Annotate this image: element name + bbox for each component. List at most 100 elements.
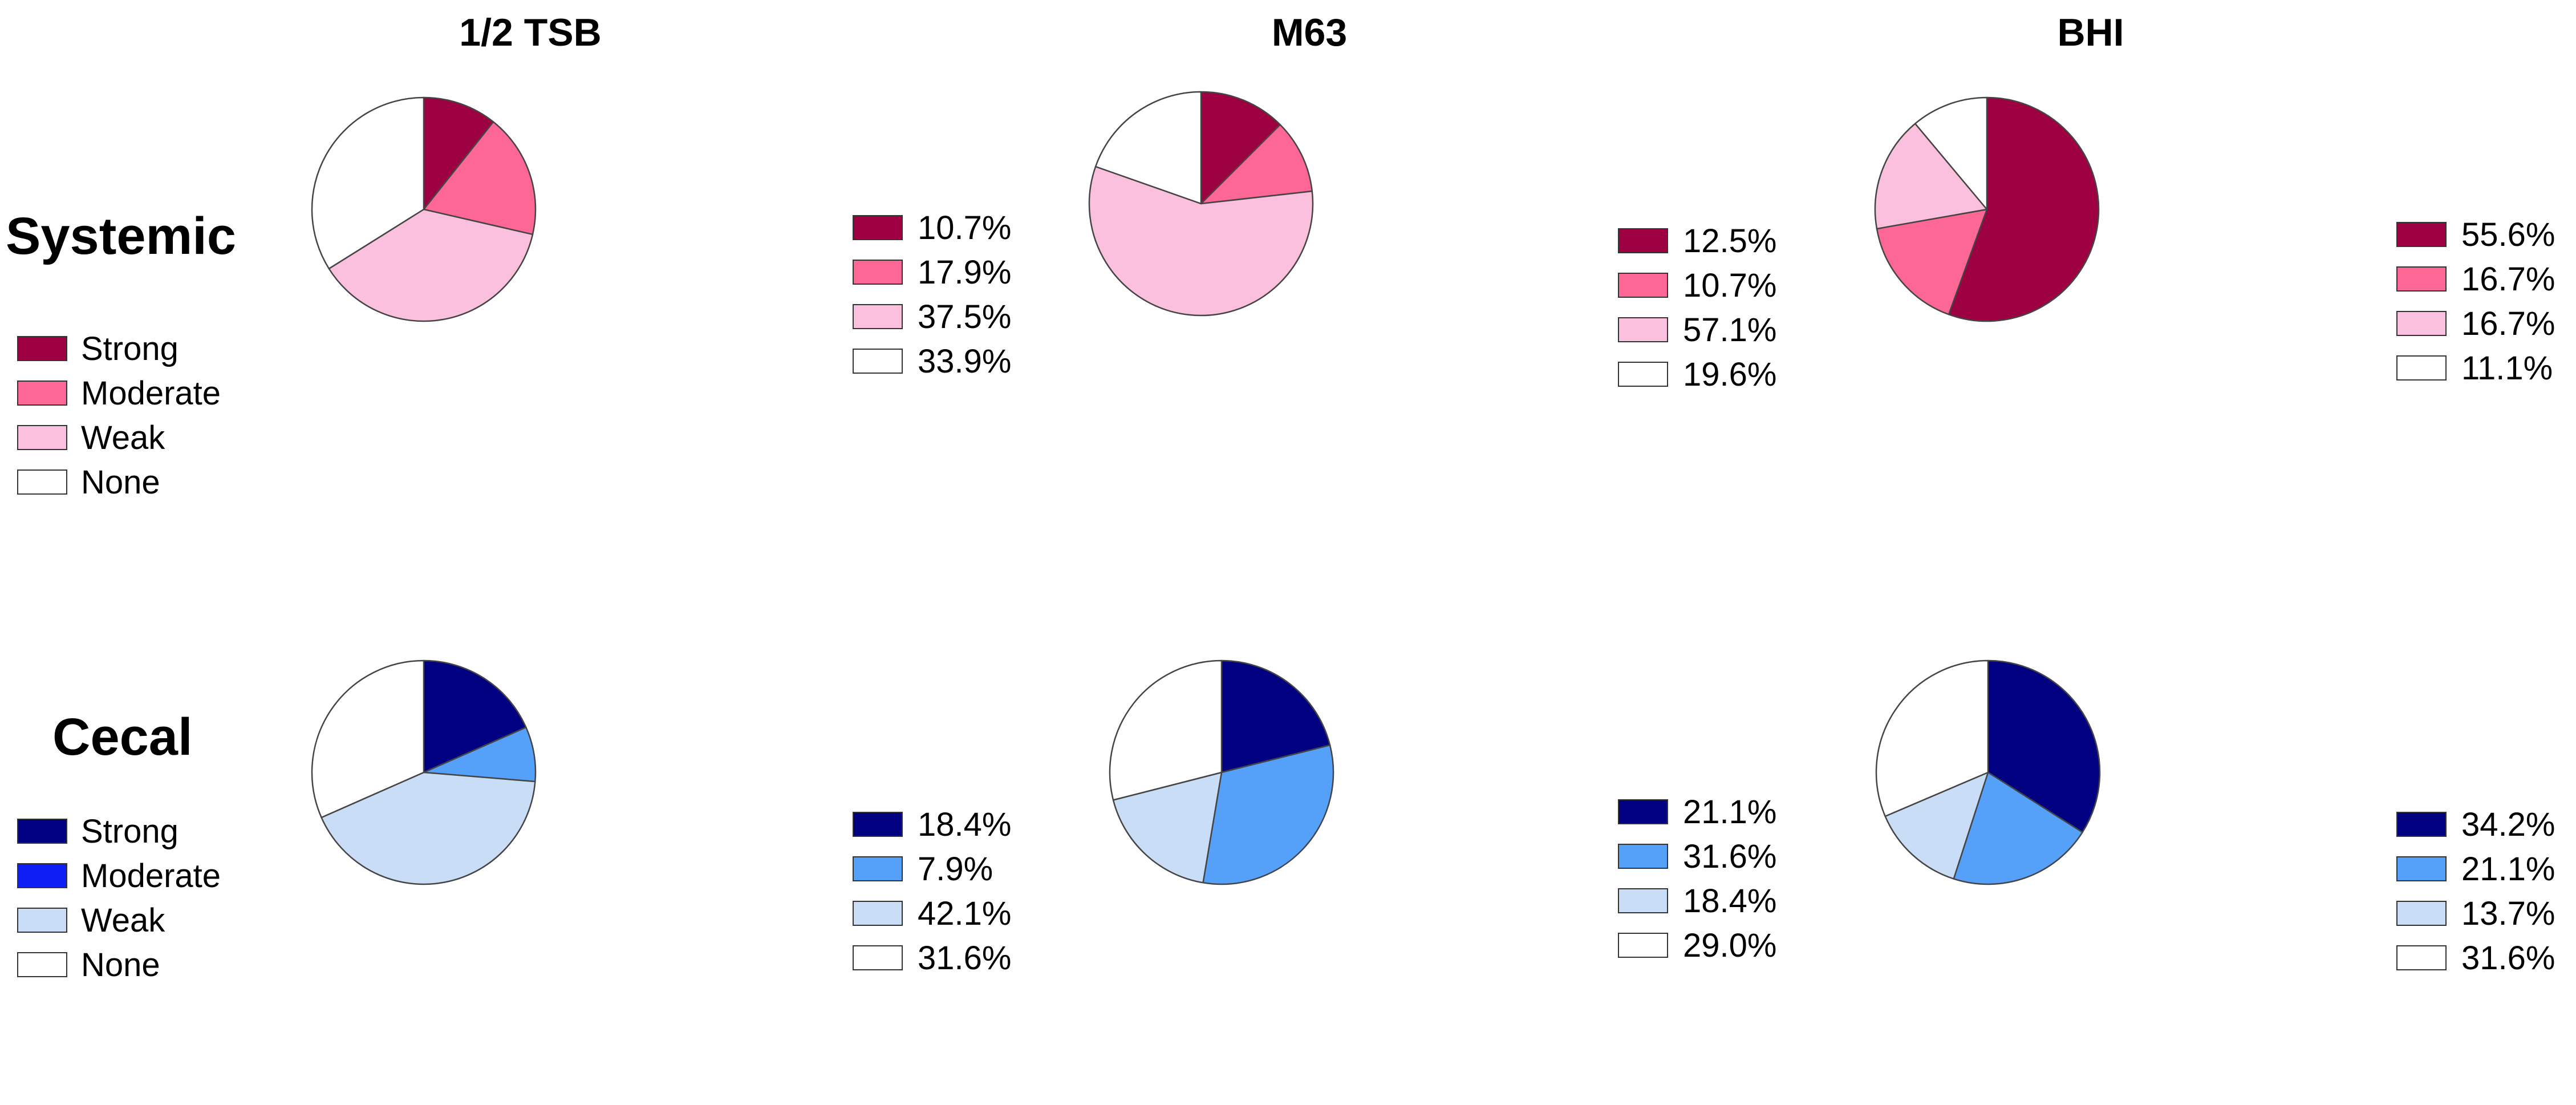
pct-legend-systemic-bhi: 55.6% 16.7% 16.7% 11.1% bbox=[2396, 212, 2555, 390]
systemic-m63-swatch-none bbox=[1618, 362, 1668, 387]
cecal-1-2-tsb-legend-strong: 18.4% bbox=[853, 802, 1011, 847]
cecal-key-swatch-strong bbox=[17, 819, 67, 844]
systemic-bhi-swatch-weak bbox=[2396, 311, 2447, 336]
cecal-m63-slice-none bbox=[1109, 659, 1223, 801]
cecal-m63-legend-strong: 21.1% bbox=[1618, 790, 1776, 834]
cecal-key-label-weak: Weak bbox=[81, 901, 165, 939]
systemic-key-none: None bbox=[17, 460, 221, 504]
cecal-1-2-tsb-data-label-weak: 42.1% bbox=[918, 894, 1012, 932]
cecal-m63-swatch-moderate bbox=[1618, 844, 1668, 869]
cecal-m63-swatch-weak bbox=[1618, 888, 1668, 913]
systemic-bhi-legend-weak: 16.7% bbox=[2396, 301, 2555, 346]
systemic-key-swatch-weak bbox=[17, 425, 67, 450]
systemic-bhi-slice-strong bbox=[1948, 96, 2100, 322]
cecal-bhi-slice-moderate bbox=[1953, 771, 2083, 885]
pie-cecal-m63 bbox=[1109, 659, 1334, 885]
cecal-key-swatch-none bbox=[17, 952, 67, 977]
row-title-cecal: Cecal bbox=[52, 708, 193, 766]
cecal-key-weak: Weak bbox=[17, 898, 221, 942]
column-title-bhi: BHI bbox=[2057, 11, 2124, 54]
cecal-key-label-moderate: Moderate bbox=[81, 857, 221, 894]
cecal-key-swatch-weak bbox=[17, 908, 67, 933]
systemic-1-2-tsb-swatch-weak bbox=[853, 304, 903, 329]
systemic-m63-slice-moderate bbox=[1200, 124, 1313, 205]
cecal-m63-data-label-moderate: 31.6% bbox=[1683, 837, 1777, 875]
systemic-bhi-swatch-moderate bbox=[2396, 266, 2447, 292]
systemic-key-legend: Strong Moderate Weak None bbox=[17, 326, 221, 504]
cecal-bhi-legend-none: 31.6% bbox=[2396, 936, 2555, 980]
systemic-1-2-tsb-swatch-strong bbox=[853, 215, 903, 240]
column-title-tsb: 1/2 TSB bbox=[459, 11, 602, 54]
cecal-m63-legend-none: 29.0% bbox=[1618, 923, 1776, 968]
systemic-key-strong: Strong bbox=[17, 326, 221, 371]
pct-legend-systemic-tsb: 10.7% 17.9% 37.5% 33.9% bbox=[853, 205, 1011, 383]
systemic-m63-swatch-weak bbox=[1618, 317, 1668, 342]
cecal-key-label-strong: Strong bbox=[81, 812, 179, 850]
pie-systemic-m63 bbox=[1088, 91, 1314, 317]
systemic-key-label-none: None bbox=[81, 463, 160, 501]
systemic-1-2-tsb-legend-moderate: 17.9% bbox=[853, 250, 1011, 294]
systemic-1-2-tsb-slice-moderate bbox=[423, 121, 537, 236]
systemic-bhi-data-label-none: 11.1% bbox=[2461, 349, 2553, 387]
cecal-bhi-swatch-moderate bbox=[2396, 856, 2447, 881]
systemic-bhi-swatch-strong bbox=[2396, 222, 2447, 247]
column-title-m63: M63 bbox=[1271, 11, 1348, 54]
systemic-m63-legend-weak: 57.1% bbox=[1618, 307, 1776, 352]
cecal-bhi-slice-weak bbox=[1884, 771, 1989, 880]
cecal-1-2-tsb-swatch-moderate bbox=[853, 856, 903, 881]
cecal-bhi-data-label-moderate: 21.1% bbox=[2461, 850, 2555, 888]
systemic-key-swatch-strong bbox=[17, 336, 67, 361]
systemic-1-2-tsb-data-label-none: 33.9% bbox=[918, 342, 1012, 380]
cecal-m63-swatch-none bbox=[1618, 933, 1668, 958]
pie-systemic-tsb bbox=[311, 96, 537, 322]
cecal-bhi-swatch-none bbox=[2396, 945, 2447, 970]
cecal-1-2-tsb-legend-none: 31.6% bbox=[853, 936, 1011, 980]
cecal-m63-slice-weak bbox=[1112, 771, 1223, 884]
systemic-m63-swatch-strong bbox=[1618, 228, 1668, 253]
systemic-1-2-tsb-swatch-moderate bbox=[853, 260, 903, 285]
cecal-bhi-swatch-strong bbox=[2396, 812, 2447, 837]
systemic-m63-data-label-moderate: 10.7% bbox=[1683, 266, 1777, 304]
systemic-bhi-legend-none: 11.1% bbox=[2396, 346, 2555, 390]
systemic-1-2-tsb-data-label-moderate: 17.9% bbox=[918, 253, 1012, 291]
cecal-1-2-tsb-data-label-moderate: 7.9% bbox=[918, 850, 993, 888]
systemic-bhi-data-label-moderate: 16.7% bbox=[2461, 260, 2555, 298]
cecal-bhi-data-label-none: 31.6% bbox=[2461, 939, 2555, 977]
systemic-bhi-slice-moderate bbox=[1876, 208, 1988, 315]
systemic-m63-legend-moderate: 10.7% bbox=[1618, 263, 1776, 307]
systemic-key-label-weak: Weak bbox=[81, 419, 165, 456]
systemic-m63-swatch-moderate bbox=[1618, 273, 1668, 298]
pct-legend-cecal-tsb: 18.4% 7.9% 42.1% 31.6% bbox=[853, 802, 1011, 980]
pct-legend-systemic-m63: 12.5% 10.7% 57.1% 19.6% bbox=[1618, 218, 1776, 396]
cecal-m63-legend-weak: 18.4% bbox=[1618, 879, 1776, 923]
systemic-1-2-tsb-slice-none bbox=[311, 96, 425, 270]
cecal-1-2-tsb-swatch-weak bbox=[853, 901, 903, 926]
cecal-key-strong: Strong bbox=[17, 809, 221, 853]
systemic-m63-data-label-weak: 57.1% bbox=[1683, 311, 1777, 349]
systemic-1-2-tsb-slice-strong bbox=[423, 96, 494, 211]
systemic-m63-slice-weak bbox=[1088, 165, 1314, 317]
cecal-bhi-legend-moderate: 21.1% bbox=[2396, 847, 2555, 891]
cecal-1-2-tsb-slice-strong bbox=[423, 659, 527, 774]
systemic-m63-data-label-none: 19.6% bbox=[1683, 355, 1777, 393]
systemic-1-2-tsb-data-label-weak: 37.5% bbox=[918, 298, 1012, 335]
cecal-bhi-data-label-weak: 13.7% bbox=[2461, 894, 2555, 932]
cecal-1-2-tsb-slice-weak bbox=[321, 771, 536, 885]
systemic-1-2-tsb-legend-none: 33.9% bbox=[853, 339, 1011, 383]
systemic-1-2-tsb-swatch-none bbox=[853, 349, 903, 374]
cecal-1-2-tsb-legend-moderate: 7.9% bbox=[853, 847, 1011, 891]
systemic-1-2-tsb-data-label-strong: 10.7% bbox=[918, 209, 1012, 246]
systemic-key-swatch-moderate bbox=[17, 381, 67, 406]
cecal-bhi-legend-weak: 13.7% bbox=[2396, 891, 2555, 936]
cecal-key-moderate: Moderate bbox=[17, 853, 221, 898]
cecal-1-2-tsb-data-label-none: 31.6% bbox=[918, 939, 1012, 977]
systemic-bhi-slice-none bbox=[1914, 96, 1988, 211]
cecal-key-none: None bbox=[17, 942, 221, 987]
systemic-m63-slice-strong bbox=[1200, 91, 1281, 205]
systemic-bhi-legend-strong: 55.6% bbox=[2396, 212, 2555, 257]
cecal-m63-data-label-strong: 21.1% bbox=[1683, 793, 1777, 831]
systemic-m63-legend-none: 19.6% bbox=[1618, 352, 1776, 396]
systemic-m63-slice-none bbox=[1094, 91, 1202, 205]
cecal-key-label-none: None bbox=[81, 946, 160, 983]
